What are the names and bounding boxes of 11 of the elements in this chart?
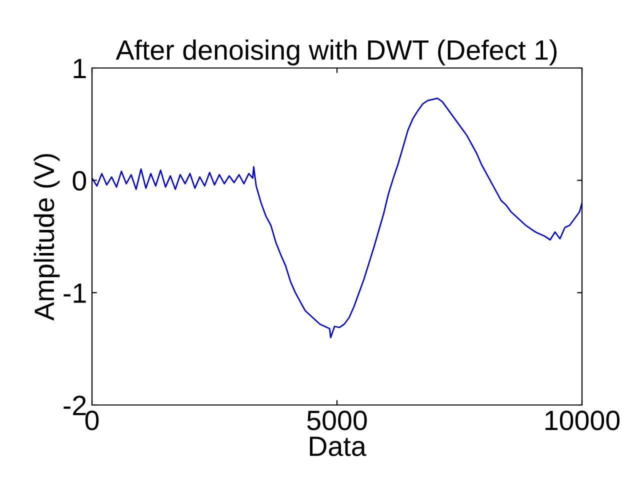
x-tick-label: 0 bbox=[85, 410, 99, 430]
x-axis-title: Data bbox=[310, 436, 366, 456]
y-tick-label: 0 bbox=[72, 171, 86, 191]
line-series bbox=[92, 98, 582, 338]
x-tick-label: 10000 bbox=[546, 410, 620, 430]
chart-title: After denoising with DWT (Defect 1) bbox=[116, 40, 557, 66]
y-tick-label: 1 bbox=[74, 58, 86, 78]
x-tick-label: 5000 bbox=[307, 410, 367, 430]
y-tick-label: -2 bbox=[64, 396, 86, 416]
y-tick-label: -1 bbox=[64, 284, 86, 303]
y-axis-title: Amplitude (V) bbox=[34, 154, 60, 321]
